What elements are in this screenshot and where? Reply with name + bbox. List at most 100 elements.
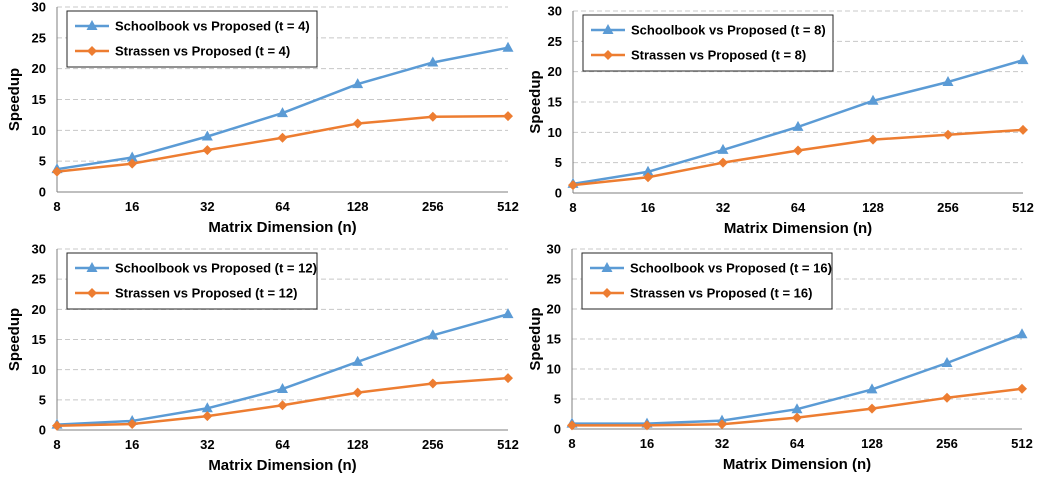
triangle-marker [941, 357, 953, 367]
y-tick-label: 5 [39, 154, 46, 169]
x-tick-label: 512 [1012, 200, 1034, 215]
triangle-marker [867, 94, 879, 105]
legend-diamond-marker [87, 46, 97, 56]
y-tick-label: 0 [39, 185, 46, 200]
y-tick-label: 20 [547, 302, 561, 317]
diamond-marker [277, 400, 288, 411]
y-tick-label: 30 [32, 0, 46, 15]
legend [582, 14, 834, 72]
diamond-marker [52, 166, 62, 177]
y-tick-label: 15 [32, 92, 46, 107]
triangle-marker [201, 130, 213, 141]
x-tick-label: 8 [568, 436, 575, 451]
y-axis-title: Speedup [527, 307, 544, 370]
diamond-marker [427, 378, 438, 389]
triangle-marker [427, 56, 439, 67]
x-tick-label: 512 [497, 437, 519, 452]
diamond-marker [868, 134, 878, 145]
legend-label: Schoolbook vs Proposed (t = 16) [630, 261, 832, 276]
legend-label: Strassen vs Proposed (t = 16) [630, 286, 812, 301]
triangle-marker [1017, 54, 1029, 65]
y-tick-label: 15 [547, 332, 561, 347]
diamond-marker [643, 172, 653, 183]
diamond-marker [1017, 383, 1027, 394]
x-tick-label: 16 [641, 200, 655, 215]
y-tick-label: 25 [548, 34, 562, 49]
x-tick-label: 512 [497, 199, 519, 214]
triangle-marker [277, 107, 288, 118]
y-tick-label: 30 [547, 242, 561, 257]
triangle-marker [427, 329, 439, 340]
x-tick-label: 32 [716, 200, 730, 215]
triangle-marker [1016, 328, 1028, 339]
legend-diamond-marker [87, 288, 97, 298]
triangle-marker [792, 120, 804, 131]
x-axis-title: Matrix Dimension (n) [723, 456, 871, 473]
series-line [572, 128, 1024, 187]
diamond-marker [352, 387, 363, 398]
y-tick-label: 10 [32, 362, 46, 377]
triangle-marker [866, 383, 878, 394]
y-axis-title: Speedup [6, 68, 23, 131]
diamond-marker [567, 420, 577, 431]
x-tick-label: 128 [347, 199, 369, 214]
diamond-marker [352, 118, 363, 129]
diamond-marker [942, 392, 952, 403]
x-axis-title: Matrix Dimension (n) [208, 457, 356, 474]
x-tick-label: 8 [53, 199, 60, 214]
x-tick-label: 64 [790, 436, 805, 451]
diamond-marker [503, 373, 513, 384]
y-tick-label: 10 [548, 125, 562, 140]
y-tick-label: 20 [32, 302, 46, 317]
x-tick-label: 16 [125, 199, 139, 214]
legend-triangle-marker [601, 262, 613, 272]
legend-triangle-marker [86, 20, 98, 30]
y-tick-label: 15 [32, 332, 46, 347]
y-tick-label: 10 [547, 362, 561, 377]
triangle-marker [717, 143, 729, 154]
x-axis-title: Matrix Dimension (n) [208, 219, 356, 236]
diamond-marker [52, 420, 62, 431]
x-tick-label: 128 [862, 200, 884, 215]
y-tick-label: 0 [555, 186, 562, 201]
y-axis-title: Speedup [527, 70, 544, 133]
legend-label: Strassen vs Proposed (t = 8) [631, 48, 806, 63]
triangle-marker [201, 402, 213, 413]
y-tick-label: 5 [39, 392, 46, 407]
diamond-marker [503, 111, 513, 122]
x-tick-label: 16 [125, 437, 139, 452]
x-tick-label: 256 [422, 199, 444, 214]
x-tick-label: 64 [275, 199, 290, 214]
x-tick-label: 256 [937, 200, 959, 215]
x-tick-label: 256 [936, 436, 958, 451]
legend-label: Schoolbook vs Proposed (t = 8) [631, 23, 826, 38]
x-axis-title: Matrix Dimension (n) [724, 220, 872, 237]
legend-label: Schoolbook vs Proposed (t = 12) [115, 261, 317, 276]
y-tick-label: 0 [39, 423, 46, 438]
y-tick-label: 0 [554, 422, 561, 437]
y-tick-label: 30 [32, 242, 46, 257]
triangle-marker [126, 151, 138, 162]
legend-label: Strassen vs Proposed (t = 4) [115, 44, 290, 59]
diamond-marker [642, 420, 652, 431]
triangle-marker [791, 403, 803, 414]
series-line [56, 114, 509, 173]
triangle-marker [352, 78, 364, 89]
triangle-marker [502, 41, 514, 52]
diamond-marker [568, 180, 578, 191]
triangle-marker [352, 355, 364, 366]
x-tick-label: 32 [200, 199, 214, 214]
y-tick-label: 20 [548, 64, 562, 79]
y-tick-label: 25 [32, 30, 46, 45]
diamond-marker [202, 411, 213, 422]
diamond-marker [718, 157, 728, 168]
x-tick-label: 512 [1011, 436, 1033, 451]
y-tick-label: 10 [32, 123, 46, 138]
y-tick-label: 25 [32, 272, 46, 287]
triangle-marker [502, 308, 514, 319]
legend-label: Strassen vs Proposed (t = 12) [115, 286, 297, 301]
diamond-marker [202, 145, 213, 156]
chart-2: 0 5 10 15 20 25 30 8 16 32 64 128 256 512 Matrix Dimen… [527, 4, 1034, 238]
y-tick-label: 5 [555, 155, 562, 170]
